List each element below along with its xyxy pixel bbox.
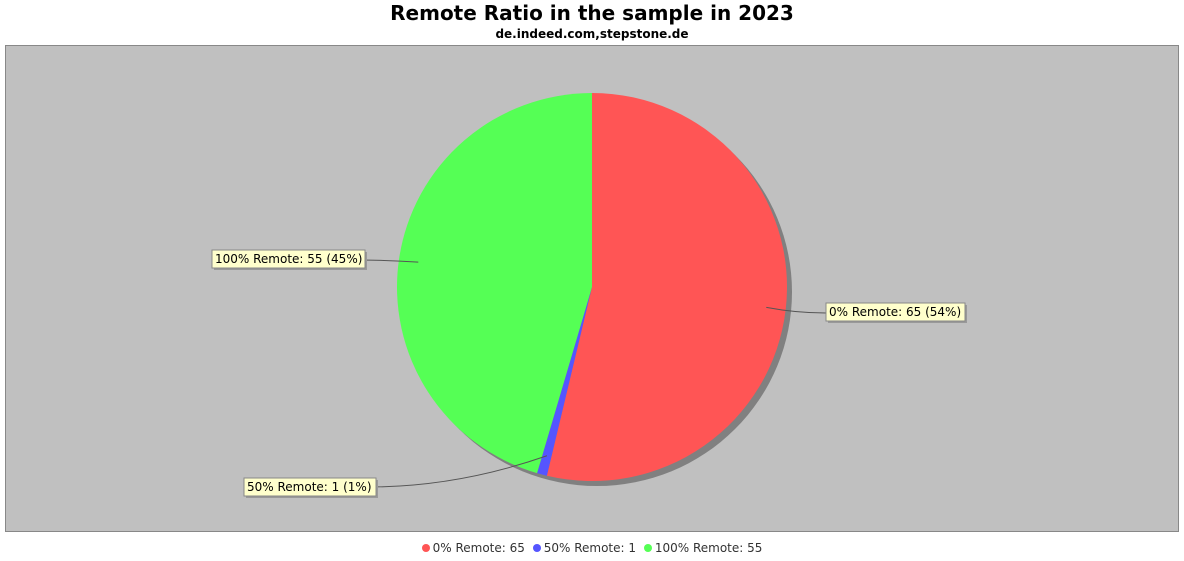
slice-label: 50% Remote: 1 (1%) — [243, 477, 378, 498]
legend-swatch — [643, 544, 652, 552]
legend-swatch — [421, 544, 430, 552]
label-connector — [766, 306, 827, 314]
chart-title: Remote Ratio in the sample in 2023 — [390, 1, 794, 25]
slice-label-text: 50% Remote: 1 (1%) — [247, 480, 372, 494]
legend: 0% Remote: 65 50% Remote: 1 100% Remote:… — [0, 541, 1184, 555]
legend-item-50-remote: 50% Remote: 1 — [532, 541, 636, 555]
legend-swatch — [532, 544, 541, 552]
slice-label: 100% Remote: 55 (45%) — [211, 249, 367, 270]
pie-slice-100-remote — [397, 93, 592, 474]
legend-item-100-remote: 100% Remote: 55 — [643, 541, 763, 555]
legend-item-0-remote: 0% Remote: 65 — [421, 541, 525, 555]
chart-subtitle: de.indeed.com,stepstone.de — [495, 27, 689, 41]
pie-slice-50-remote — [537, 287, 592, 476]
slice-label: 0% Remote: 65 (54%) — [825, 302, 967, 323]
slice-label-text: 100% Remote: 55 (45%) — [215, 252, 362, 266]
legend-label: 0% Remote: 65 — [432, 541, 525, 555]
pie-slice-0-remote — [546, 93, 788, 481]
slice-label-text: 0% Remote: 65 (54%) — [829, 305, 961, 319]
legend-label: 100% Remote: 55 — [654, 541, 763, 555]
legend-label: 50% Remote: 1 — [543, 541, 636, 555]
label-connector — [367, 455, 548, 488]
